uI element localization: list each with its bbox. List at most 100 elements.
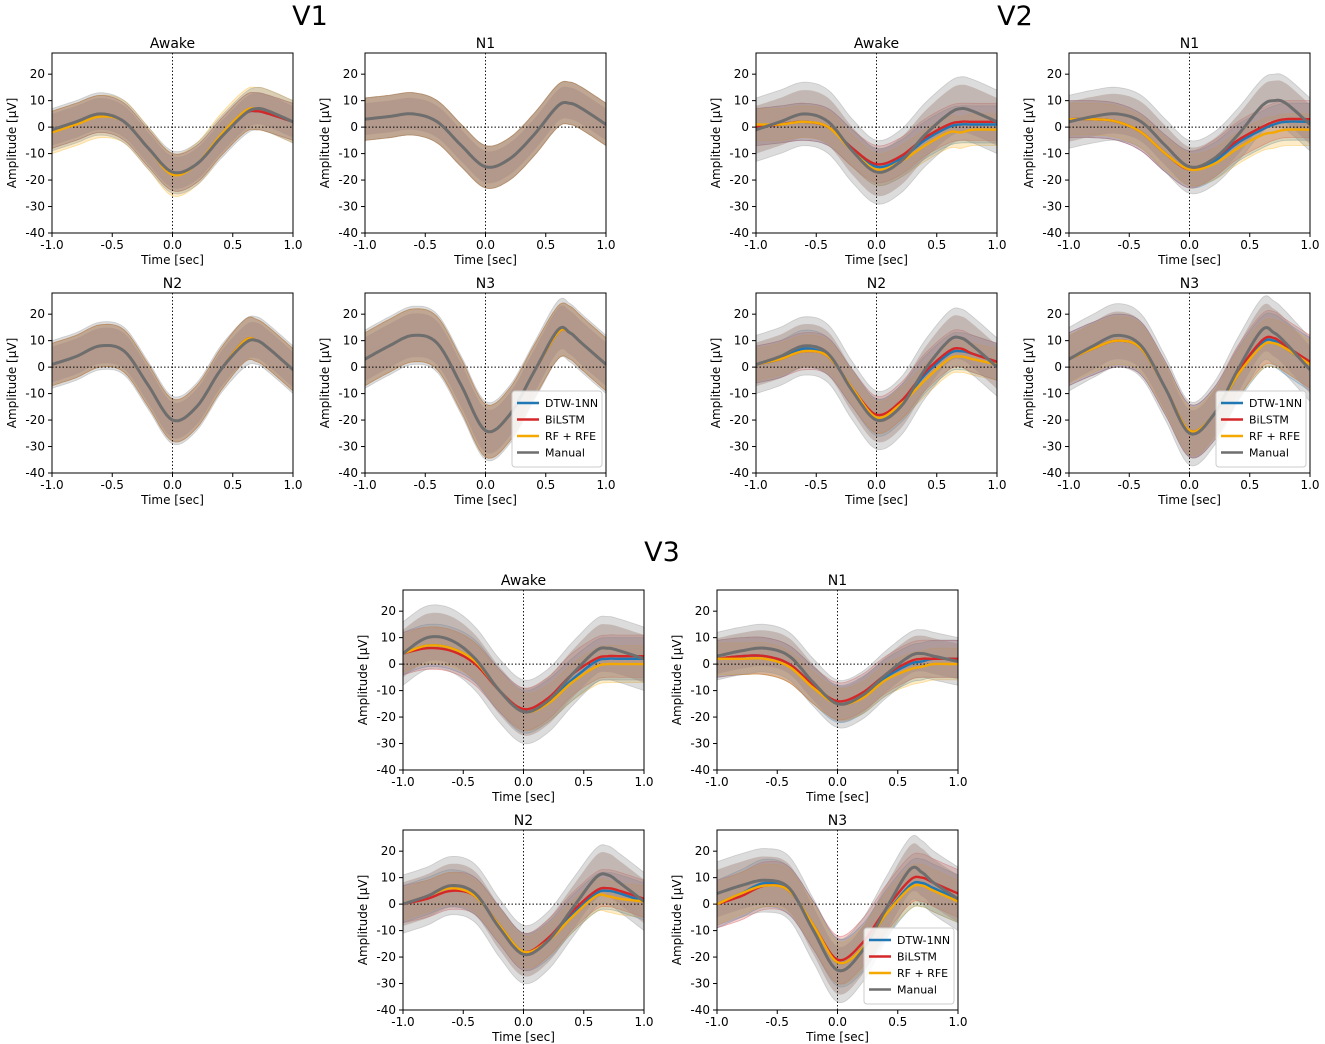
x-tick-label: 0.5 [1240, 238, 1259, 252]
plot-area [52, 53, 293, 233]
legend-label: BiLSTM [545, 414, 585, 427]
series-line-manual [756, 335, 997, 423]
y-tick-label: 20 [1047, 67, 1062, 81]
x-tick-label: -0.5 [805, 478, 828, 492]
band-rf-rfe [52, 316, 293, 443]
y-tick-label: -30 [690, 977, 710, 991]
band-manual [52, 86, 293, 195]
y-tick-label: 0 [1054, 120, 1062, 134]
series-line-rf-rfe [756, 120, 997, 171]
y-tick-label: -30 [25, 440, 45, 454]
y-axis-label: Amplitude [μV] [670, 635, 684, 726]
y-axis-label: Amplitude [μV] [5, 98, 19, 189]
band-manual [756, 307, 997, 451]
x-axis-label: Time [sec] [140, 253, 204, 267]
x-axis-label: Time [sec] [491, 1030, 555, 1044]
panel-v2-n2: -1.0 -0.5 0.0 0.5 1.0 20 10 0 -10 -20 -30 -40 N2 Time… [709, 276, 1007, 507]
panel-title: N3 [828, 813, 847, 829]
x-axis-label: Time [sec] [1157, 253, 1221, 267]
series-line-rf-rfe [756, 349, 997, 420]
y-tick-label: 20 [695, 604, 710, 618]
x-tick-label: 0.5 [223, 238, 242, 252]
y-tick-label: 20 [734, 67, 749, 81]
y-tick-label: -40 [376, 1003, 396, 1017]
plot-area [1069, 53, 1310, 233]
panel-v1-n1: -1.0 -0.5 0.0 0.5 1.0 20 10 0 -10 -20 -30 -40 N1 Time… [318, 36, 616, 267]
panel-title: Awake [501, 573, 546, 589]
x-tick-label: -1.0 [391, 1015, 414, 1029]
panel-title: N3 [1180, 276, 1199, 292]
y-tick-label: -10 [338, 147, 358, 161]
y-tick-label: -20 [729, 413, 749, 427]
y-tick-label: -20 [25, 413, 45, 427]
y-tick-label: 0 [37, 360, 45, 374]
x-tick-label: 0.5 [927, 238, 946, 252]
y-tick-label: -30 [729, 440, 749, 454]
series-line-manual [365, 101, 606, 169]
panel-title: N1 [476, 36, 495, 52]
x-tick-label: 0.5 [888, 775, 907, 789]
y-tick-label: -10 [1042, 387, 1062, 401]
y-tick-label: -30 [338, 440, 358, 454]
y-tick-label: -40 [1042, 466, 1062, 480]
band-rf-rfe [365, 302, 606, 459]
x-tick-label: -1.0 [1057, 478, 1080, 492]
x-tick-label: 0.0 [163, 238, 182, 252]
y-tick-label: 10 [30, 334, 45, 348]
legend-label: DTW-1NN [545, 397, 598, 410]
y-tick-label: -20 [338, 413, 358, 427]
band-overlap [403, 612, 644, 736]
y-tick-label: 0 [350, 360, 358, 374]
band-overlap [403, 852, 644, 977]
legend-label: Manual [1249, 447, 1289, 460]
legend-label: DTW-1NN [1249, 397, 1302, 410]
group-title-v1: V1 [292, 1, 328, 32]
legend-box [511, 390, 603, 468]
x-tick-label: -1.0 [705, 775, 728, 789]
y-tick-label: 10 [1047, 334, 1062, 348]
band-manual [403, 604, 644, 745]
y-tick-label: -20 [376, 950, 396, 964]
y-tick-label: -20 [690, 950, 710, 964]
band-dtw-1nn [365, 302, 606, 459]
x-tick-label: 1.0 [634, 1015, 653, 1029]
y-tick-label: -20 [338, 173, 358, 187]
series-line-manual [52, 107, 293, 175]
x-axis-label: Time [sec] [140, 493, 204, 507]
y-tick-label: -20 [1042, 173, 1062, 187]
y-tick-label: -10 [690, 924, 710, 938]
x-tick-label: 1.0 [1300, 238, 1319, 252]
x-tick-label: -0.5 [1118, 478, 1141, 492]
x-tick-label: -0.5 [766, 1015, 789, 1029]
x-tick-label: -1.0 [705, 1015, 728, 1029]
legend-label: BiLSTM [897, 951, 937, 964]
y-axis-label: Amplitude [μV] [1022, 98, 1036, 189]
plot-area [365, 293, 606, 473]
series-line-manual [403, 635, 644, 714]
panel-title: Awake [854, 36, 899, 52]
band-overlap [717, 630, 958, 723]
band-overlap [52, 321, 293, 439]
x-tick-label: 0.5 [1240, 478, 1259, 492]
series-line-manual [1069, 326, 1310, 436]
y-tick-label: -20 [690, 710, 710, 724]
panel-title: N2 [514, 813, 533, 829]
panel-v3-n1: -1.0 -0.5 0.0 0.5 1.0 20 10 0 -10 -20 -30 -40 N1 Time… [670, 573, 968, 804]
y-tick-label: -10 [376, 684, 396, 698]
band-dtw-1nn [756, 329, 997, 437]
panel-v1-n2: -1.0 -0.5 0.0 0.5 1.0 20 10 0 -10 -20 -30 -40 N2 Time… [5, 276, 303, 507]
y-tick-label: 10 [30, 94, 45, 108]
y-tick-label: -40 [25, 226, 45, 240]
x-tick-label: 1.0 [948, 1015, 967, 1029]
legend-box [863, 927, 955, 1005]
series-line-rf-rfe [717, 883, 958, 965]
y-tick-label: 10 [343, 334, 358, 348]
y-tick-label: -10 [25, 147, 45, 161]
y-tick-label: -10 [25, 387, 45, 401]
band-dtw-1nn [403, 623, 644, 734]
band-overlap [365, 305, 606, 454]
x-tick-label: 0.5 [536, 238, 555, 252]
band-rf-rfe [1069, 316, 1310, 456]
band-bilstm [365, 302, 606, 459]
